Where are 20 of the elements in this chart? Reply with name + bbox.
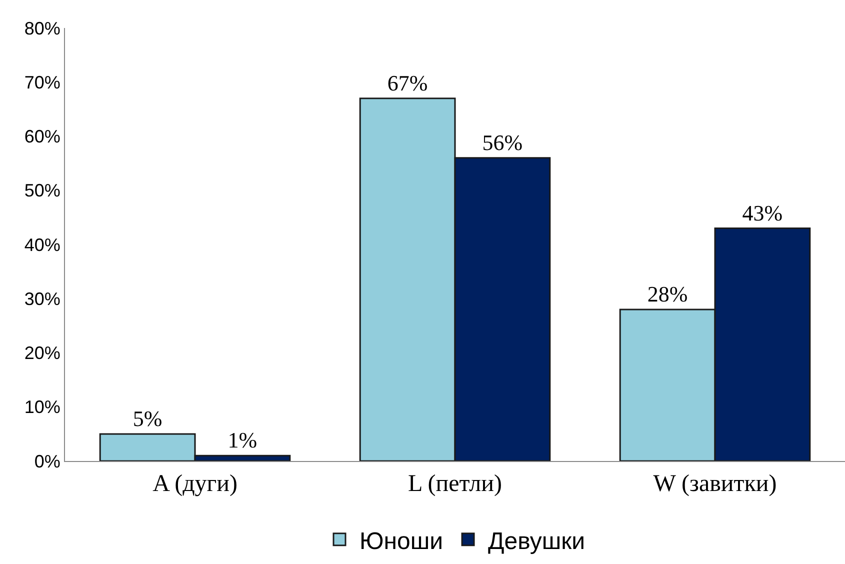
y-tick-label: 0% — [34, 451, 60, 472]
x-tick-label: L (петли) — [408, 470, 502, 497]
y-tick-label: 10% — [24, 397, 60, 418]
legend-label: Юноши — [360, 528, 444, 555]
y-tick-label: 20% — [24, 343, 60, 364]
y-tick-label: 50% — [24, 180, 60, 201]
x-tick-label: W (завитки) — [653, 470, 777, 497]
data-label: 1% — [228, 428, 258, 453]
legend-label: Девушки — [488, 528, 585, 555]
data-label: 5% — [132, 406, 162, 431]
y-tick-label: 80% — [24, 18, 60, 38]
data-label: 28% — [647, 281, 688, 306]
y-tick-label: 70% — [24, 72, 60, 92]
x-tick-label: A (дуги) — [152, 470, 238, 497]
y-tick-label: 40% — [24, 234, 60, 255]
y-tick-label: 60% — [24, 126, 60, 147]
data-label: 56% — [482, 130, 523, 155]
data-label: 43% — [742, 200, 783, 226]
data-label: 67% — [387, 70, 428, 96]
y-tick-label: 30% — [24, 288, 60, 309]
